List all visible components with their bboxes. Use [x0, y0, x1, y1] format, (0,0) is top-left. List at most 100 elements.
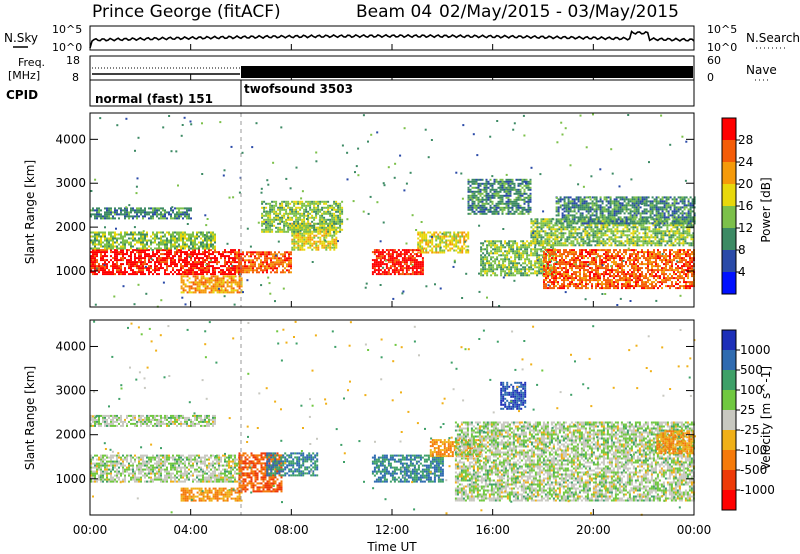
power-data-cell	[134, 231, 136, 234]
power-data-cell	[429, 249, 432, 252]
power-data-cell	[433, 251, 436, 254]
power-data-cell	[497, 202, 500, 205]
power-data-cell	[275, 210, 278, 213]
power-data-cell	[210, 253, 212, 256]
power-data-cell	[483, 184, 486, 187]
power-data-cell	[331, 218, 334, 221]
power-data-cell	[527, 200, 530, 203]
power-data-cell	[146, 263, 148, 266]
power-data-cell	[202, 275, 205, 278]
power-data-cell	[327, 224, 330, 227]
power-data-cell	[279, 228, 282, 231]
power-data-cell	[607, 267, 609, 270]
power-data-cell	[405, 269, 408, 272]
power-data-cell	[605, 261, 607, 264]
power-data-cell	[627, 257, 629, 260]
power-data-cell	[510, 274, 513, 277]
power-data-cell	[457, 233, 460, 236]
power-data-cell	[160, 259, 162, 262]
power-data-cell	[522, 272, 525, 275]
power-data-cell	[445, 241, 448, 244]
power-data-cell	[116, 255, 118, 258]
power-data-cell	[557, 255, 559, 258]
power-data-cell	[575, 273, 577, 276]
power-data-cell	[285, 212, 288, 215]
power-data-cell	[293, 222, 296, 225]
power-data-cell	[507, 198, 510, 201]
power-data-cell	[182, 283, 185, 286]
power-data-cell	[178, 231, 180, 234]
power-data-cell	[526, 254, 529, 257]
power-data-cell	[621, 261, 623, 264]
power-data-cell	[619, 251, 621, 254]
power-data-cell	[142, 209, 144, 212]
power-data-cell	[114, 209, 116, 212]
power-data-cell	[445, 231, 448, 234]
power-data-cell	[651, 271, 653, 274]
power-data-cell	[377, 271, 380, 274]
power-data-cell	[483, 186, 486, 189]
power-data-cell	[641, 283, 643, 286]
power-data-cell	[571, 283, 573, 286]
power-data-cell	[295, 232, 298, 235]
power-data-cell	[373, 271, 376, 274]
power-data-cell	[639, 285, 641, 288]
power-data-cell	[520, 274, 523, 277]
power-data-cell	[154, 233, 156, 236]
power-data-cell	[110, 233, 112, 236]
power-data-cell	[100, 257, 102, 260]
power-data-cell	[182, 245, 184, 248]
power-data-cell	[277, 228, 280, 231]
power-data-cell	[309, 230, 312, 233]
power-data-cell	[595, 277, 597, 280]
power-data-cell	[593, 273, 595, 276]
power-data-cell	[194, 265, 196, 268]
power-data-cell	[106, 259, 108, 262]
power-data-cell	[158, 213, 160, 216]
power-data-cell	[625, 281, 627, 284]
power-data-cell	[269, 224, 272, 227]
power-data-cell	[144, 255, 146, 258]
power-data-cell	[186, 275, 189, 278]
power-data-cell	[317, 236, 320, 239]
power-data-cell	[230, 285, 233, 288]
power-data-cell	[210, 235, 212, 238]
power-data-cell	[289, 210, 292, 213]
power-data-cell	[224, 273, 226, 276]
power-data-cell	[549, 287, 551, 290]
power-data-cell	[554, 240, 557, 243]
power-data-cell	[585, 277, 587, 280]
power-data-cell	[166, 237, 168, 240]
power-data-cell	[224, 275, 227, 278]
power-data-cell	[536, 258, 539, 261]
power-data-cell	[190, 265, 192, 268]
power-data-cell	[691, 281, 693, 284]
power-data-cell	[182, 233, 184, 236]
power-data-cell	[182, 211, 184, 214]
power-data-cell	[148, 265, 150, 268]
power-data-cell	[527, 210, 530, 213]
power-data-cell	[232, 269, 234, 272]
power-data-cell	[208, 251, 210, 254]
power-data-cell	[415, 255, 418, 258]
power-data-cell	[524, 266, 527, 269]
power-data-cell	[301, 222, 304, 225]
power-data-cell	[190, 287, 193, 290]
power-data-cell	[544, 218, 547, 221]
power-data-cell	[208, 239, 210, 242]
power-data-cell	[307, 222, 310, 225]
power-data-cell	[475, 198, 478, 201]
power-data-cell	[512, 244, 515, 247]
power-data-cell	[536, 274, 539, 277]
power-data-cell	[228, 269, 230, 272]
power-data-cell	[291, 242, 294, 245]
power-data-cell	[198, 235, 200, 238]
power-data-cell	[405, 265, 408, 268]
power-data-cell	[266, 263, 268, 266]
power-data-cell	[307, 218, 310, 221]
power-data-cell	[534, 244, 537, 247]
power-data-cell	[90, 269, 92, 272]
power-data-cell	[144, 213, 146, 216]
power-data-cell	[327, 232, 330, 235]
power-data-cell	[272, 263, 274, 266]
